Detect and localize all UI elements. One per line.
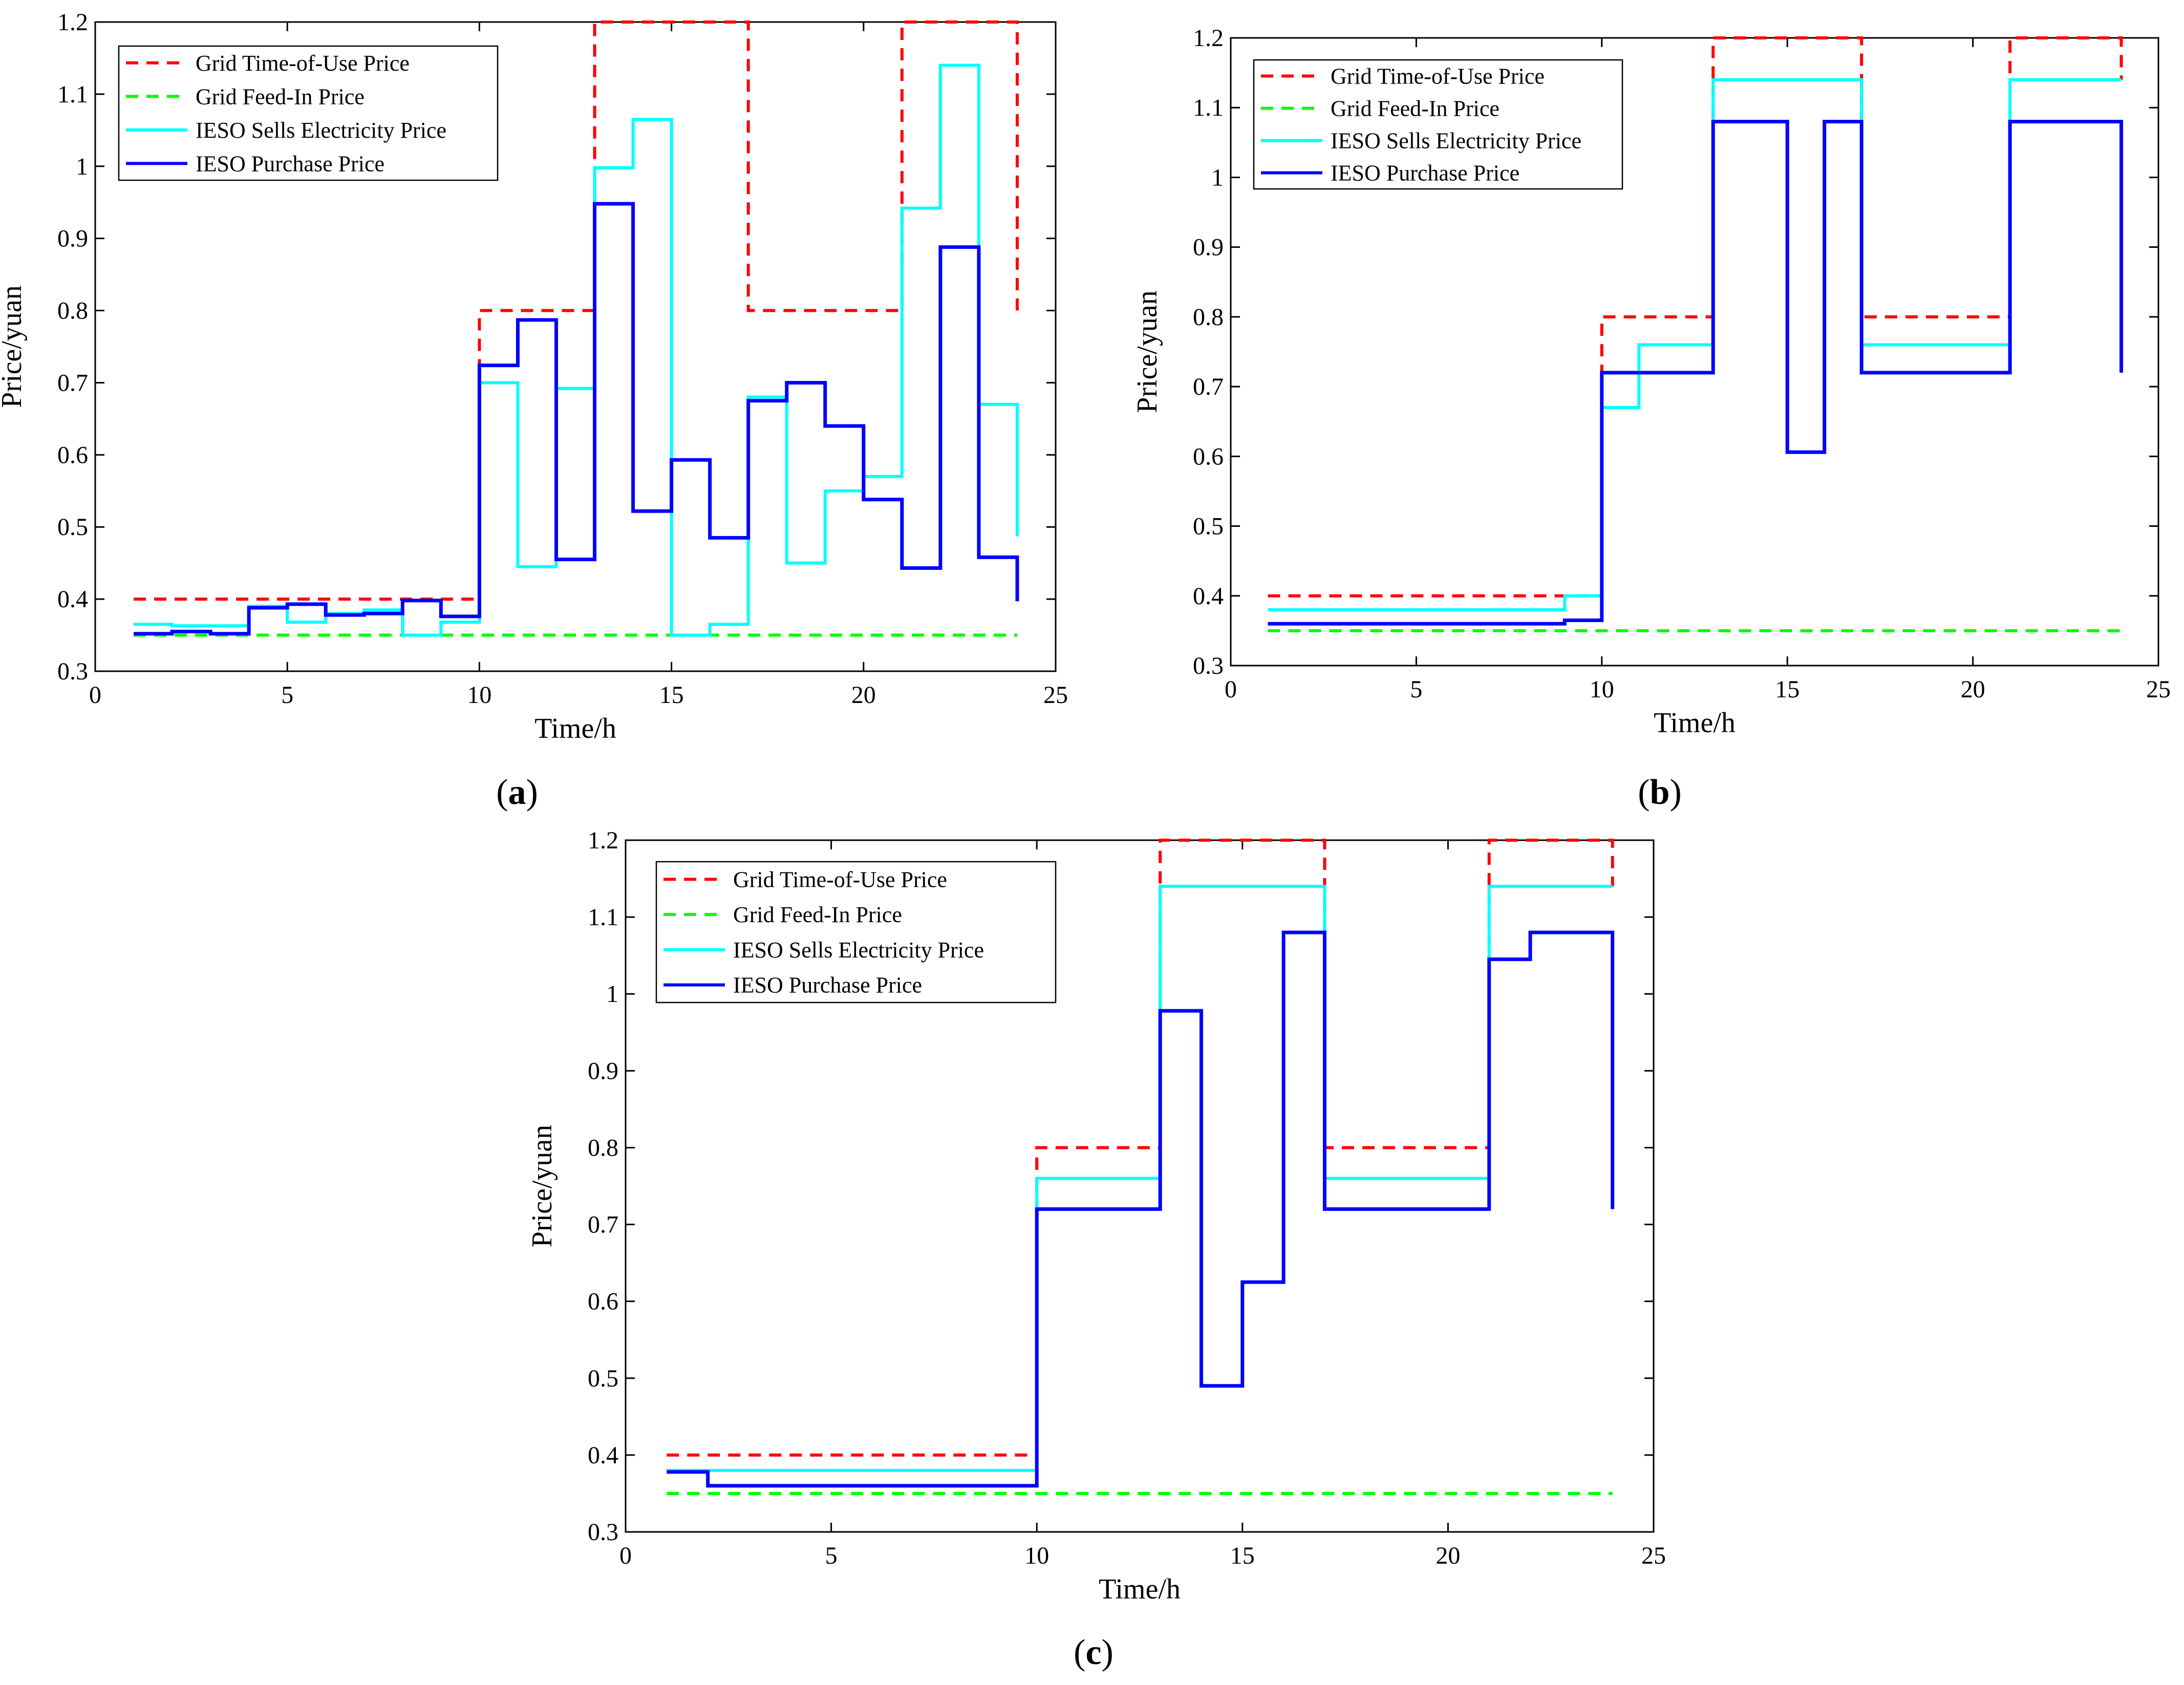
y-tick-label: 0.6 [57, 441, 88, 468]
series-line-ieso-purchase-price [134, 202, 1019, 636]
x-tick-label: 25 [1641, 1542, 1666, 1569]
legend-entry-label: Grid Time-of-Use Price [733, 867, 947, 892]
y-tick-label: 0.4 [57, 586, 88, 613]
x-tick-label: 0 [1225, 676, 1237, 703]
x-tick-label: 5 [281, 681, 293, 709]
y-tick-label: 0.8 [588, 1134, 618, 1161]
y-axis-label: Price/yuan [0, 285, 28, 408]
y-tick-label: 0.6 [1193, 443, 1224, 470]
legend-entry-label: Grid Time-of-Use Price [1331, 64, 1545, 89]
series-line-ieso-purchase-price [1268, 119, 2124, 626]
y-tick-label: 0.4 [588, 1442, 618, 1469]
legend-entry-label: Grid Time-of-Use Price [196, 51, 410, 76]
y-tick-label: 0.7 [1193, 373, 1224, 400]
x-tick-label: 15 [1230, 1542, 1255, 1569]
y-tick-label: 1 [606, 980, 618, 1008]
legend-entry-label: Grid Feed-In Price [733, 902, 902, 927]
series-line-ieso-sells-electricity-price [1268, 78, 2122, 612]
y-tick-label: 1.1 [1193, 94, 1224, 121]
series-line-ieso-purchase-price [667, 930, 1615, 1488]
x-tick-label: 5 [1410, 676, 1422, 703]
x-tick-label: 15 [659, 681, 684, 709]
chart-panel-b: 0 5 10 15 20 25 0.3 0.4 0.5 0.6 0.7 0.8 0.9 1 1.1 1.2 Ti… [1131, 25, 2171, 812]
y-tick-label: 0.5 [1193, 513, 1224, 540]
x-tick-label: 15 [1775, 676, 1800, 703]
legend: Grid Time-of-Use Price Grid Feed-In Price… [655, 861, 1057, 1004]
x-tick-label: 20 [1436, 1542, 1460, 1569]
x-tick-label: 10 [1024, 1542, 1049, 1569]
y-tick-label: 0.4 [1193, 583, 1224, 610]
y-tick-label: 0.7 [57, 369, 88, 396]
legend: Grid Time-of-Use Price Grid Feed-In Price… [118, 45, 499, 181]
y-tick-label: 1.2 [57, 9, 88, 36]
y-tick-label: 0.5 [57, 514, 88, 541]
x-tick-label: 0 [619, 1542, 632, 1569]
x-tick-label: 20 [851, 681, 876, 709]
y-axis-label: Price/yuan [526, 1125, 558, 1247]
x-axis-label: Time/h [1654, 707, 1736, 739]
y-tick-label: 0.9 [57, 225, 88, 252]
legend-entry-label: Grid Feed-In Price [196, 84, 365, 109]
panel-label: (b) [1638, 773, 1682, 812]
x-tick-label: 10 [1590, 676, 1614, 703]
panel-label: (c) [1074, 1633, 1114, 1672]
legend-entry-label: IESO Purchase Price [1331, 161, 1519, 186]
y-tick-label: 1.2 [1193, 25, 1224, 52]
legend-box [655, 861, 1057, 1004]
y-tick-label: 0.3 [1193, 652, 1224, 679]
y-tick-label: 0.9 [588, 1057, 618, 1084]
y-tick-label: 0.8 [57, 297, 88, 325]
legend-box [118, 45, 499, 181]
x-tick-label: 25 [1043, 681, 1068, 709]
x-tick-label: 5 [825, 1542, 838, 1569]
x-tick-label: 10 [467, 681, 491, 709]
chart-panel-c: 0 5 10 15 20 25 0.3 0.4 0.5 0.6 0.7 0.8 0.9 1 1.1 1.2 Ti… [526, 827, 1666, 1672]
y-tick-label: 0.7 [588, 1211, 618, 1239]
y-tick-label: 1.1 [57, 81, 88, 108]
x-tick-label: 20 [1961, 676, 1985, 703]
y-tick-label: 0.8 [1193, 304, 1224, 331]
legend-entry-label: IESO Purchase Price [196, 151, 384, 176]
legend: Grid Time-of-Use Price Grid Feed-In Price… [1253, 59, 1623, 190]
y-tick-label: 0.9 [1193, 234, 1224, 261]
x-tick-label: 25 [2146, 676, 2171, 703]
y-tick-label: 1.1 [588, 904, 618, 931]
panel-label: (a) [496, 773, 538, 812]
series-line-grid-time-of-use-price [1268, 36, 2123, 598]
y-tick-label: 1.2 [588, 827, 618, 854]
x-axis-label: Time/h [534, 713, 616, 744]
y-tick-label: 0.6 [588, 1288, 618, 1315]
chart-panel-a: 0 5 10 15 20 25 0.3 0.4 0.5 0.6 0.7 0.8 0.9 1 1.1 1.2 Ti… [0, 9, 1068, 812]
y-tick-label: 0.3 [57, 658, 88, 685]
y-tick-label: 1 [1211, 164, 1224, 191]
legend-entry-label: IESO Sells Electricity Price [196, 118, 446, 143]
legend-entry-label: IESO Sells Electricity Price [1331, 129, 1581, 154]
y-tick-label: 1 [76, 153, 88, 180]
y-tick-label: 0.3 [588, 1519, 618, 1546]
y-tick-label: 0.5 [588, 1365, 618, 1392]
x-tick-label: 0 [89, 681, 101, 709]
y-axis-label: Price/yuan [1131, 290, 1163, 413]
legend-box [1253, 59, 1623, 190]
legend-entry-label: IESO Sells Electricity Price [733, 937, 984, 963]
legend-entry-label: Grid Feed-In Price [1331, 96, 1500, 121]
x-axis-label: Time/h [1099, 1573, 1181, 1605]
legend-entry-label: IESO Purchase Price [733, 973, 922, 998]
